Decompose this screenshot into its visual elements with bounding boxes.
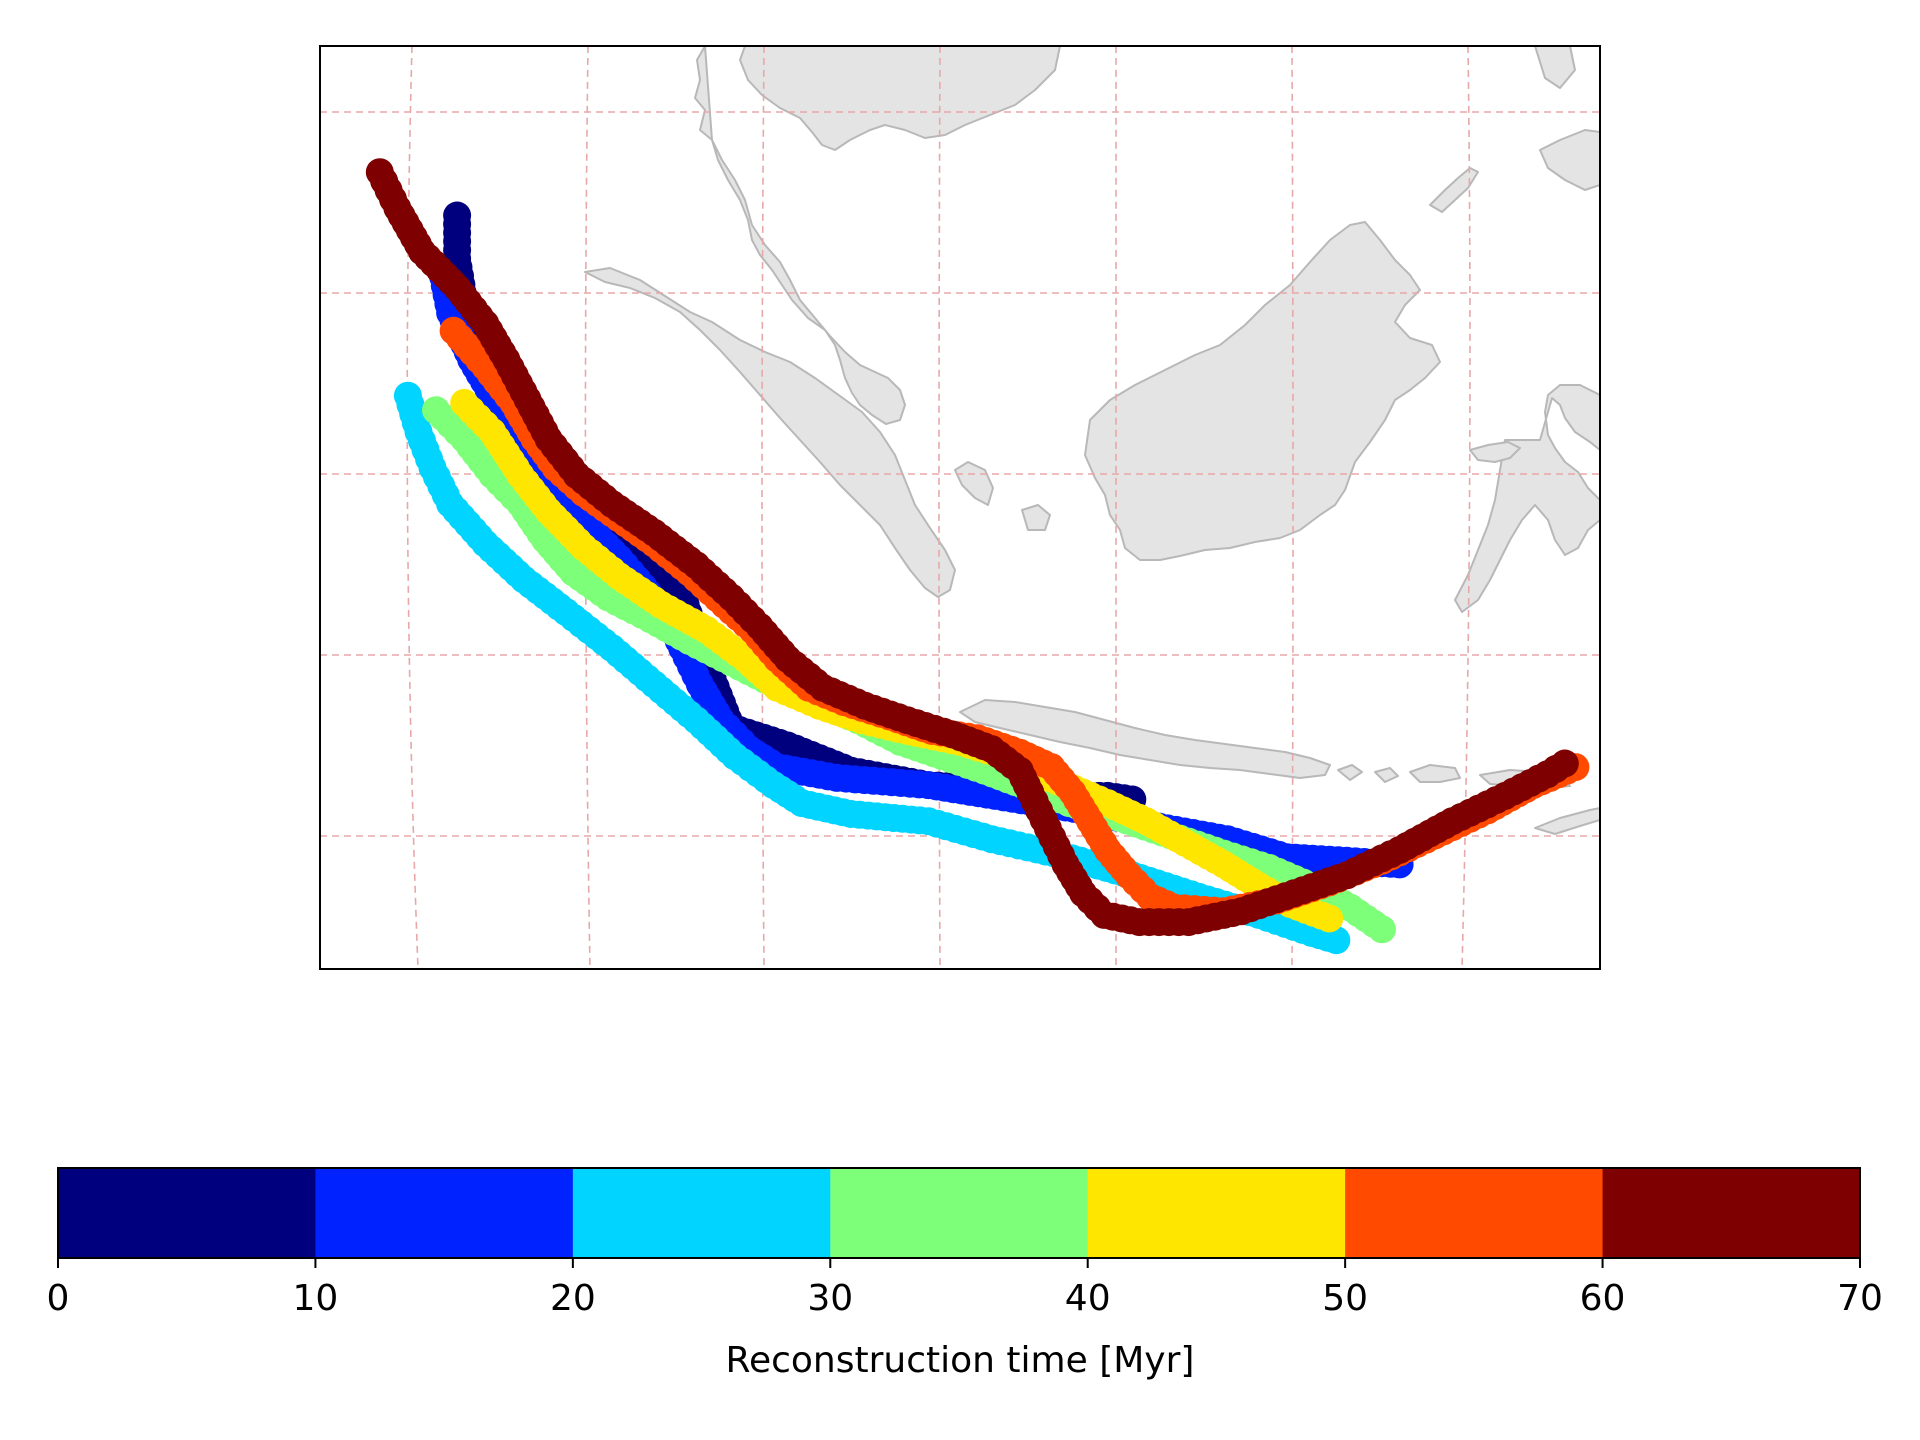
land-philippines-mindanao: [1539, 129, 1600, 191]
colorbar-tick-label: 60: [1580, 1278, 1626, 1319]
colorbar-tick-label: 70: [1837, 1278, 1883, 1319]
graticule-meridian: [761, 46, 765, 969]
colorbar-tick-label: 0: [47, 1278, 70, 1319]
colorbar-segment: [315, 1168, 574, 1258]
land-philippines-north: [1534, 46, 1576, 89]
land-masses: [584, 46, 1600, 835]
land-belitung: [1021, 504, 1051, 531]
colorbar-label: Reconstruction time [Myr]: [726, 1340, 1195, 1381]
map-frame: [319, 45, 1601, 970]
colorbar-segment: [572, 1168, 831, 1258]
track-point: [1368, 915, 1396, 944]
land-philippines-palawan: [1429, 167, 1479, 213]
land-bangka: [954, 461, 994, 506]
land-bali: [1337, 764, 1363, 781]
colorbar-tick-label: 40: [1065, 1278, 1111, 1319]
track-65-myr: [365, 158, 1579, 937]
land-borneo: [1084, 221, 1441, 561]
colorbar-segment: [1345, 1168, 1604, 1258]
graticule-meridian: [1291, 46, 1294, 969]
land-mainland-southeast-asia: [739, 46, 1061, 151]
colorbar-tick-label: 50: [1322, 1278, 1368, 1319]
colorbar-tick-label: 20: [550, 1278, 596, 1319]
land-sulawesi: [1454, 384, 1600, 613]
graticule-meridian: [406, 46, 419, 969]
colorbar-tick-label: 10: [293, 1278, 339, 1319]
colorbar-ticks: 0 10 20 30 40 50 60 70: [47, 1258, 1883, 1319]
colorbar-tick-label: 30: [807, 1278, 853, 1319]
colorbar-segment: [1602, 1168, 1861, 1258]
graticule-meridian: [938, 46, 941, 969]
colorbar-segment: [830, 1168, 1089, 1258]
track-point: [1315, 904, 1344, 933]
land-java: [959, 699, 1331, 779]
track-point: [1322, 926, 1351, 955]
land-sumbawa: [1409, 764, 1461, 783]
land-sulawesi-north-arm: [1469, 441, 1521, 463]
land-sumatra: [584, 267, 956, 598]
reconstruction-tracks: [365, 158, 1590, 955]
colorbar-frame: [57, 1167, 1861, 1259]
colorbar-segment: [58, 1168, 317, 1258]
land-lombok: [1374, 767, 1399, 783]
graticule-meridian: [1461, 46, 1471, 969]
colorbar: [57, 1167, 1861, 1259]
land-timor: [1534, 807, 1600, 835]
colorbar-segment: [1087, 1168, 1346, 1258]
track-point: [1550, 749, 1579, 778]
land-indochina-malay-peninsula: [694, 46, 906, 425]
